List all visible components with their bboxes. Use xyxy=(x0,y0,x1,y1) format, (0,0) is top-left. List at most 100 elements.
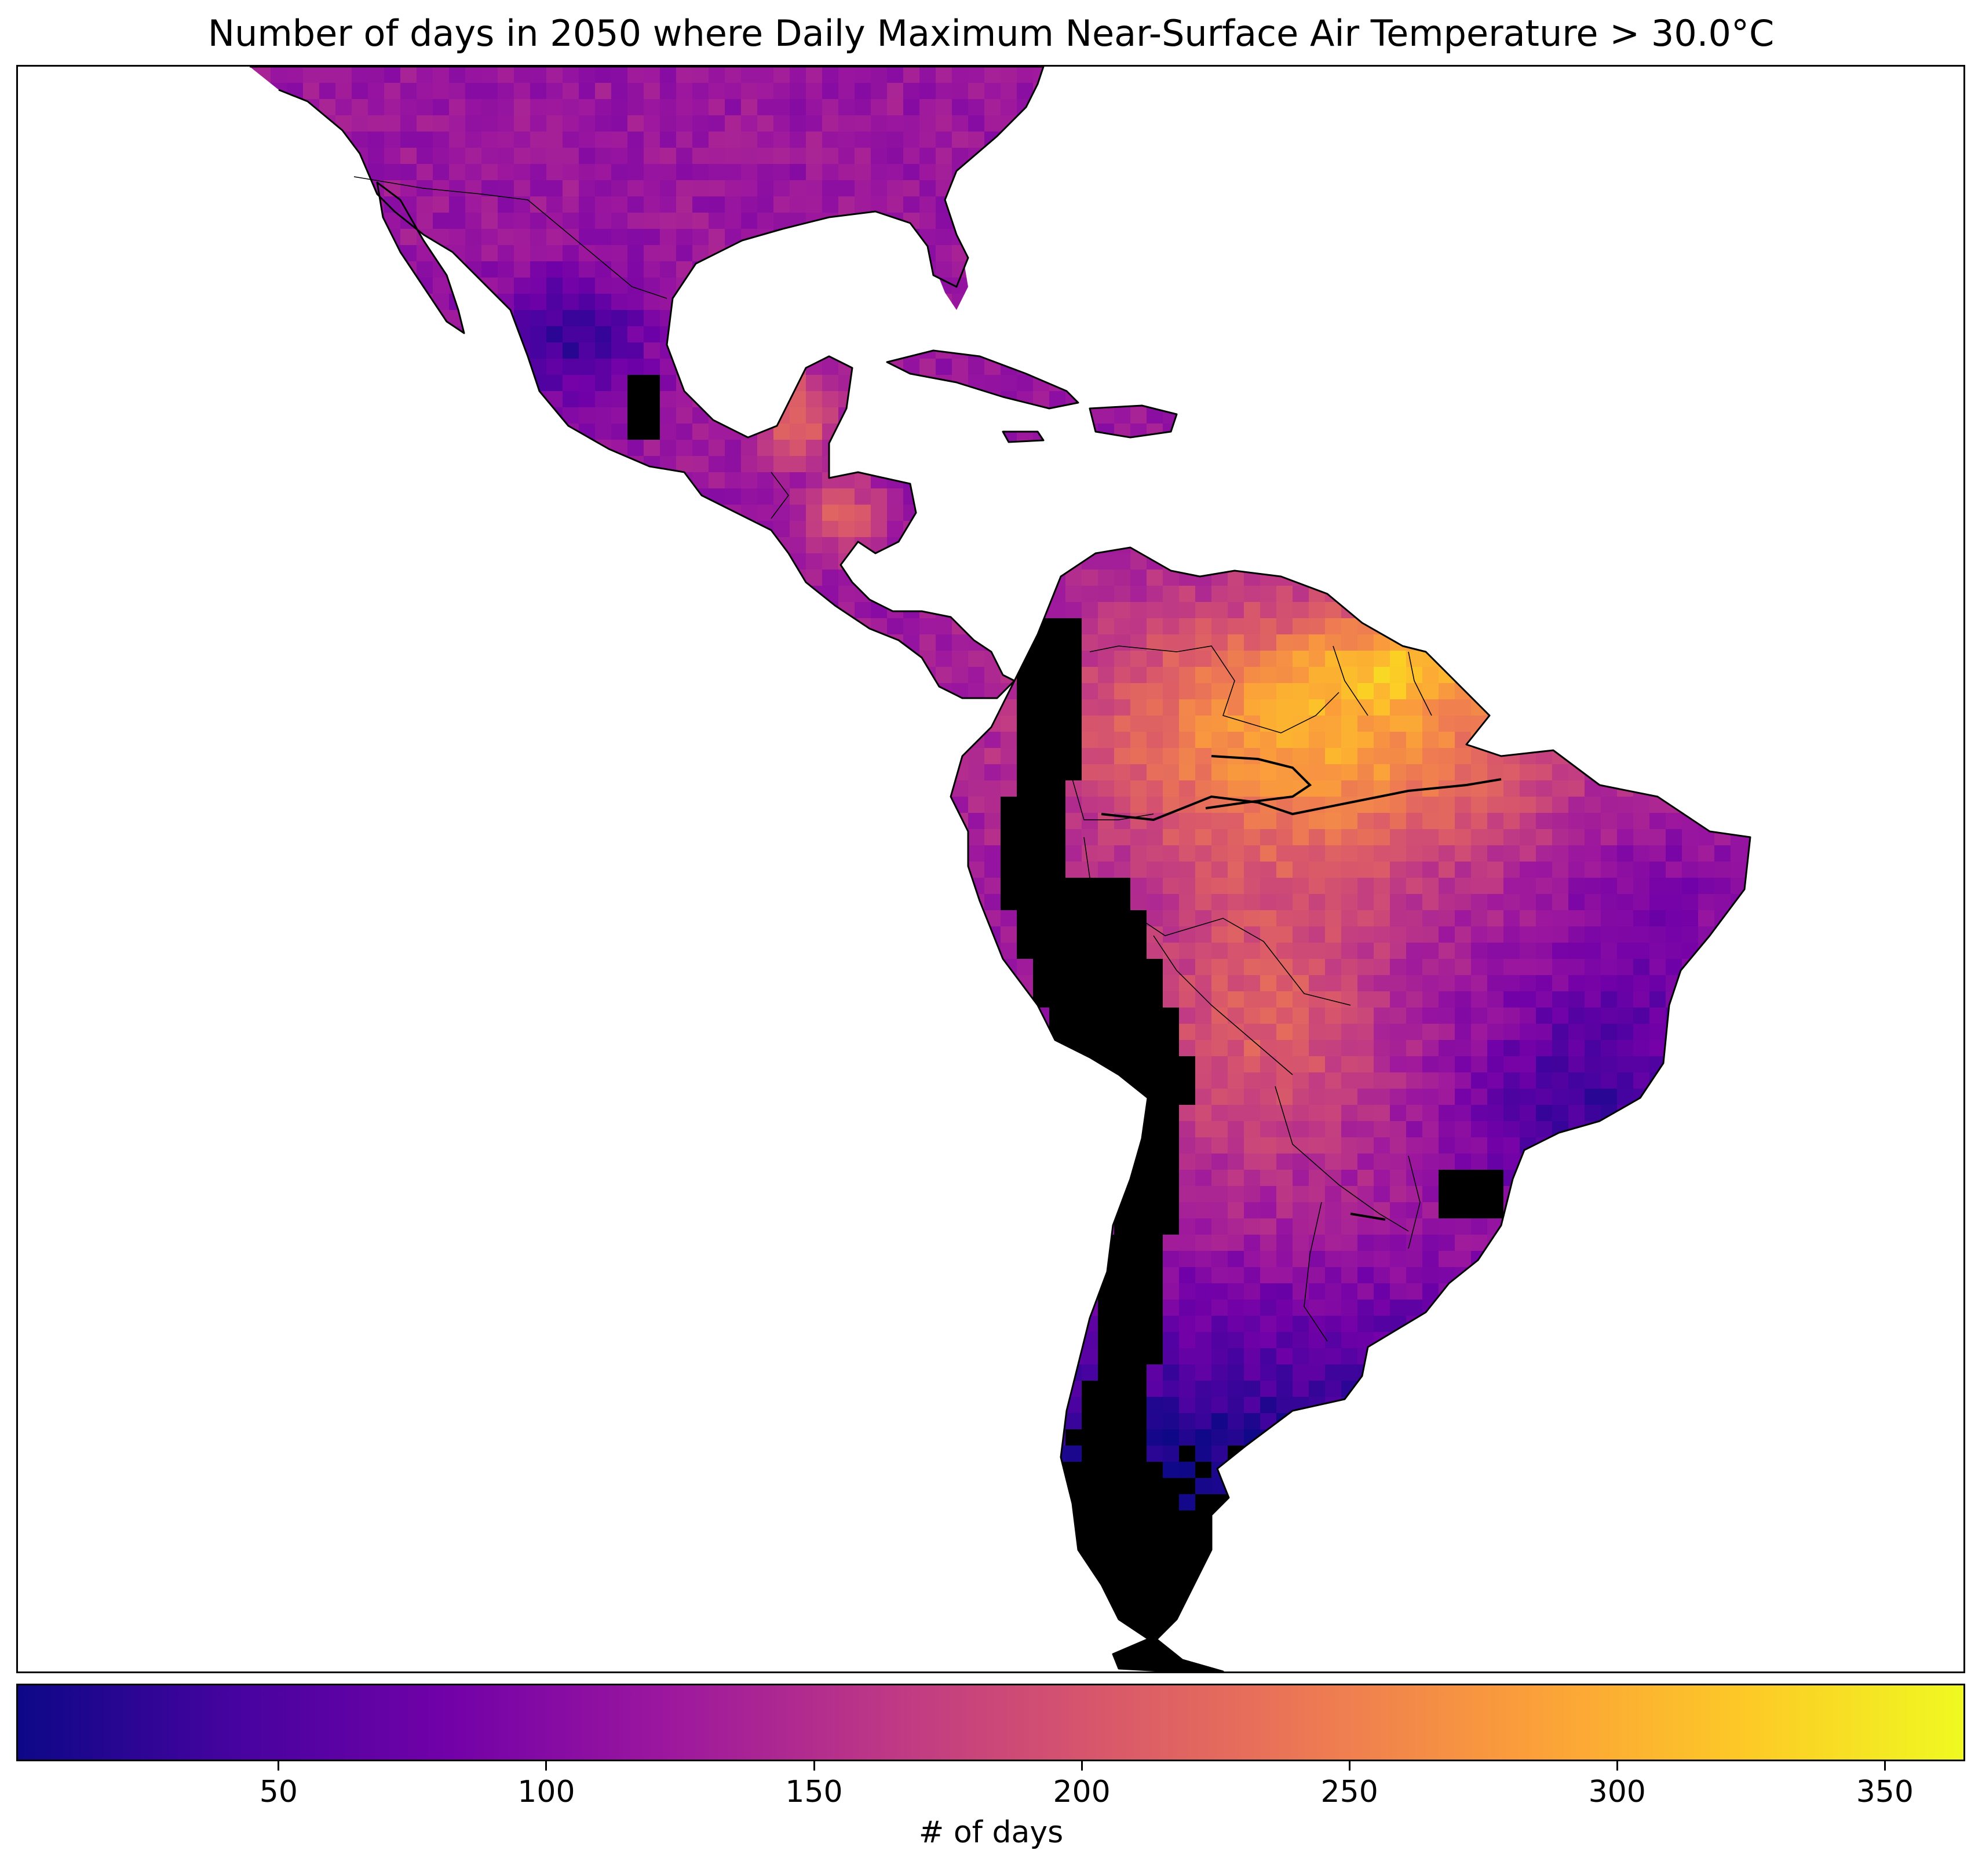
heat-cell xyxy=(1179,99,1196,116)
heat-cell xyxy=(1682,780,1699,797)
heatmap-map xyxy=(250,67,1751,1671)
heat-cell xyxy=(449,196,466,213)
heat-cell xyxy=(1487,878,1504,895)
heat-cell xyxy=(1422,472,1439,489)
heat-cell xyxy=(319,829,336,846)
heat-cell xyxy=(1747,359,1750,375)
heat-cell xyxy=(627,342,644,359)
heat-cell xyxy=(1033,488,1050,505)
heat-cell xyxy=(692,683,709,700)
heat-cell xyxy=(790,521,806,538)
heat-cell xyxy=(1471,829,1488,846)
heat-cell xyxy=(1195,845,1212,862)
heat-cell xyxy=(250,164,255,181)
heat-cell xyxy=(855,667,871,684)
heat-cell xyxy=(481,359,498,375)
heat-cell xyxy=(1114,764,1131,781)
heat-cell xyxy=(1617,229,1634,246)
heat-cell xyxy=(1698,440,1715,457)
heat-cell xyxy=(1601,472,1618,489)
heat-cell xyxy=(1552,634,1569,651)
heat-cell xyxy=(250,780,255,797)
heat-cell xyxy=(1552,132,1569,148)
heat-cell xyxy=(250,829,255,846)
heat-cell xyxy=(968,180,985,197)
heat-cell xyxy=(1682,716,1699,732)
heat-cell xyxy=(806,505,823,521)
heat-cell xyxy=(1341,375,1358,392)
heat-cell xyxy=(1666,67,1682,83)
heat-cell xyxy=(757,99,774,116)
heat-cell xyxy=(1552,813,1569,830)
heat-cell xyxy=(1633,716,1650,732)
heat-cell xyxy=(773,148,790,165)
heat-cell xyxy=(1698,391,1715,408)
heat-cell xyxy=(1617,651,1634,667)
heat-cell xyxy=(887,310,904,327)
heat-cell xyxy=(1374,424,1390,440)
heat-cell xyxy=(1001,878,1017,895)
heat-cell xyxy=(1033,99,1050,116)
heat-cell xyxy=(1682,634,1699,651)
heat-cell xyxy=(790,67,806,83)
heat-cell xyxy=(319,716,336,732)
heat-cell xyxy=(806,83,823,100)
heat-cell xyxy=(1682,456,1699,473)
heat-cell xyxy=(1731,829,1747,846)
heat-cell xyxy=(1390,164,1407,181)
heat-cell xyxy=(1747,407,1750,424)
heat-cell xyxy=(1455,294,1472,311)
heat-cell xyxy=(1309,634,1326,651)
heat-cell xyxy=(1649,878,1666,895)
heat-cell xyxy=(1147,294,1163,311)
heat-cell xyxy=(1130,245,1147,262)
heat-cell xyxy=(335,862,352,878)
heat-cell xyxy=(465,115,482,132)
heat-cell xyxy=(1211,618,1228,635)
heat-cell xyxy=(790,310,806,327)
heat-cell xyxy=(984,326,1001,343)
heat-cell xyxy=(271,488,287,505)
heat-cell xyxy=(595,99,612,116)
heat-cell xyxy=(1341,456,1358,473)
heat-cell xyxy=(563,245,579,262)
heat-cell xyxy=(433,99,450,116)
heat-cell xyxy=(741,115,758,132)
heat-cell xyxy=(271,67,287,83)
heat-cell xyxy=(1682,699,1699,716)
heat-cell xyxy=(1698,83,1715,100)
heat-cell xyxy=(1520,326,1536,343)
heat-cell xyxy=(1147,667,1163,684)
heat-cell xyxy=(1276,310,1293,327)
heat-cell xyxy=(660,667,677,684)
heat-cell xyxy=(968,586,985,603)
heat-cell xyxy=(1487,618,1504,635)
heat-cell xyxy=(1341,862,1358,878)
heat-cell xyxy=(1633,570,1650,586)
heat-cell xyxy=(806,732,823,749)
heat-cell xyxy=(1325,407,1342,424)
heat-cell xyxy=(1390,294,1407,311)
heat-cell xyxy=(1471,862,1488,878)
heat-cell xyxy=(498,878,514,895)
heat-cell xyxy=(709,845,725,862)
heat-cell xyxy=(352,634,368,651)
heat-cell xyxy=(709,618,725,635)
heat-cell xyxy=(1601,634,1618,651)
heat-cell xyxy=(368,634,385,651)
heat-cell xyxy=(1552,780,1569,797)
heat-cell xyxy=(303,115,320,132)
heat-cell xyxy=(1244,829,1261,846)
heat-cell xyxy=(1001,407,1017,424)
heat-cell xyxy=(1503,164,1520,181)
heat-cell xyxy=(1147,132,1163,148)
heat-cell xyxy=(1357,894,1374,911)
heat-cell xyxy=(1455,359,1472,375)
heat-cell xyxy=(498,699,514,716)
heat-cell xyxy=(1552,521,1569,538)
heat-cell xyxy=(692,699,709,716)
heat-cell xyxy=(1357,278,1374,294)
heat-cell xyxy=(1633,359,1650,375)
heat-cell xyxy=(1293,132,1309,148)
heat-cell xyxy=(790,537,806,554)
